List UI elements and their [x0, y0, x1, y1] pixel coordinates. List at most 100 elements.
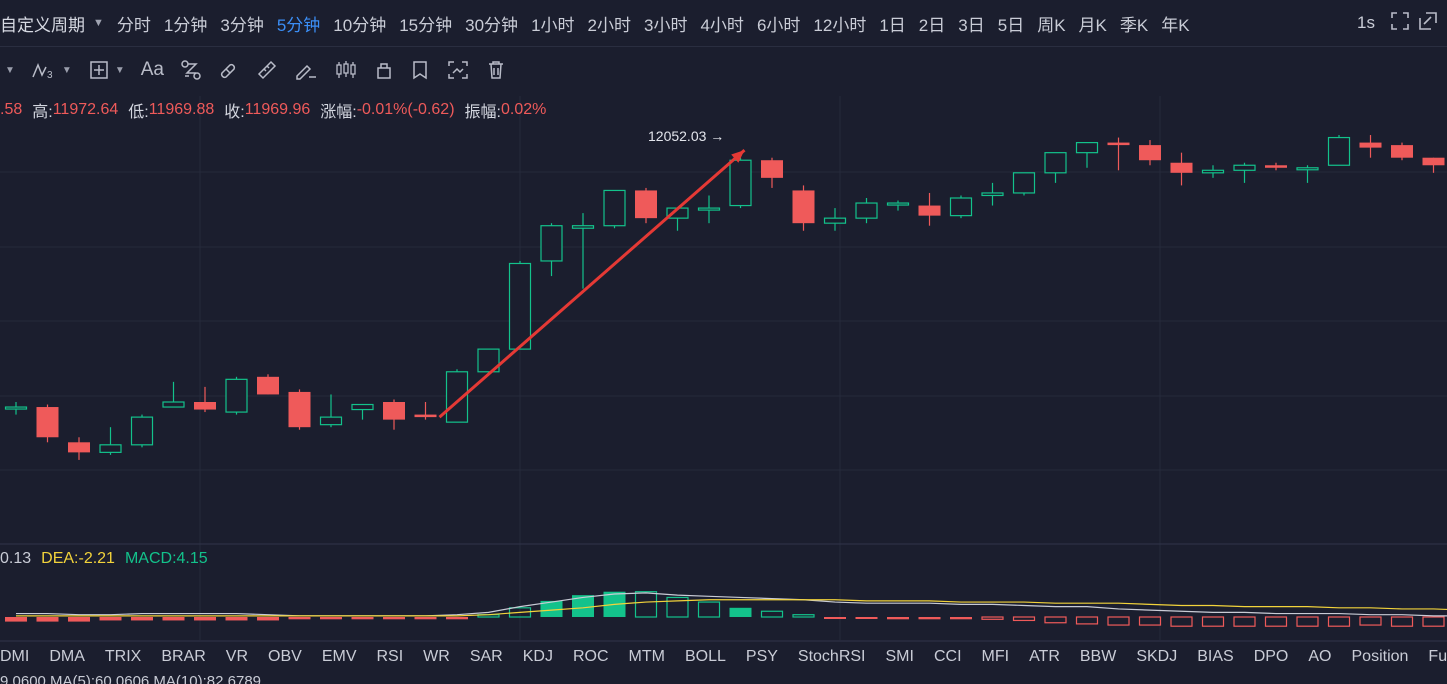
max-price-label: 12052.03 → — [648, 128, 724, 144]
change-value: -0.01%(-0.62) — [357, 101, 455, 119]
macd-bar — [383, 617, 405, 619]
indicator-tab-23[interactable]: DPO — [1254, 648, 1289, 666]
candle-body — [982, 193, 1003, 196]
macd-bar — [352, 617, 374, 619]
indicator-tab-17[interactable]: CCI — [934, 648, 962, 666]
indicator-tab-19[interactable]: ATR — [1029, 648, 1060, 666]
indicator-tab-13[interactable]: BOLL — [685, 648, 726, 666]
macd-bar — [1045, 617, 1066, 623]
candle-body — [321, 417, 342, 425]
candle-body — [194, 402, 216, 410]
candle-body — [1423, 158, 1445, 166]
candle-body — [352, 405, 373, 410]
candle-body — [1171, 163, 1193, 173]
macd-bar — [1108, 617, 1129, 625]
candle-body — [132, 417, 153, 445]
candle-body — [226, 379, 247, 412]
macd-bar — [1234, 617, 1255, 626]
macd-bar — [636, 592, 657, 617]
candle-body — [699, 208, 720, 210]
macd-bar — [1423, 617, 1444, 626]
macd-bar — [1203, 617, 1224, 626]
indicator-tab-15[interactable]: StochRSI — [798, 648, 866, 666]
trend-arrow-line — [440, 150, 745, 417]
macd-bar — [131, 617, 153, 620]
indicator-tab-20[interactable]: BBW — [1080, 648, 1116, 666]
dif-value: 0.13 — [0, 550, 31, 568]
candle-body — [761, 160, 783, 178]
indicator-tab-6[interactable]: EMV — [322, 648, 357, 666]
macd-bar — [194, 617, 216, 620]
candle-body — [1045, 153, 1066, 173]
macd-bar — [1329, 617, 1350, 626]
macd-bar — [163, 617, 185, 620]
indicator-tab-5[interactable]: OBV — [268, 648, 302, 666]
low-value: 11969.88 — [149, 101, 215, 119]
macd-bar — [1140, 617, 1161, 625]
macd-bar — [68, 617, 90, 622]
macd-bar — [37, 617, 59, 622]
amplitude-label: 振幅: — [465, 98, 501, 122]
candle-body — [383, 402, 405, 420]
indicator-tab-26[interactable]: Fundflow — [1428, 648, 1447, 666]
candle-body — [951, 198, 972, 216]
candle-body — [1014, 173, 1035, 193]
indicator-tab-11[interactable]: ROC — [573, 648, 609, 666]
candle-body — [730, 160, 751, 205]
indicator-tab-7[interactable]: RSI — [377, 648, 404, 666]
indicator-tab-12[interactable]: MTM — [629, 648, 665, 666]
ma-info: 9.0600 MA(5):60.0606 MA(10):82.6789 — [0, 672, 261, 684]
indicator-tab-4[interactable]: VR — [226, 648, 248, 666]
candle-body — [510, 263, 531, 349]
amplitude-value: 0.02% — [501, 101, 546, 119]
indicator-tab-24[interactable]: AO — [1308, 648, 1331, 666]
macd-bar — [1360, 617, 1381, 625]
candle-body — [6, 407, 27, 409]
indicator-tab-25[interactable]: Position — [1352, 648, 1409, 666]
candle-body — [68, 442, 90, 452]
candle-body — [1139, 145, 1161, 160]
macd-bar — [856, 617, 878, 619]
macd-info: 0.13 DEA:-2.21 MACD:4.15 — [0, 547, 208, 571]
candle-body — [919, 206, 941, 216]
macd-bar — [1171, 617, 1192, 626]
candle-body — [1391, 145, 1413, 158]
macd-bar — [1392, 617, 1413, 626]
indicator-tab-2[interactable]: TRIX — [105, 648, 141, 666]
candle-body — [1360, 143, 1382, 148]
indicator-tab-18[interactable]: MFI — [982, 648, 1010, 666]
macd-bar — [982, 617, 1003, 619]
candle-body — [100, 445, 121, 453]
macd-bar — [415, 617, 437, 619]
ma-values: 9.0600 MA(5):60.0606 MA(10):82.6789 — [0, 673, 261, 684]
candle-body — [541, 226, 562, 261]
high-label: 高: — [32, 98, 52, 122]
macd-bar — [1077, 617, 1098, 624]
indicator-tab-3[interactable]: BRAR — [161, 648, 205, 666]
indicator-tab-22[interactable]: BIAS — [1197, 648, 1233, 666]
change-label: 涨幅: — [320, 98, 356, 122]
macd-bar — [919, 617, 941, 619]
macd-bar — [226, 617, 248, 620]
macd-bar — [446, 617, 468, 619]
indicator-tab-8[interactable]: WR — [423, 648, 450, 666]
indicator-tab-21[interactable]: SKDJ — [1136, 648, 1177, 666]
candle-body — [163, 402, 184, 407]
indicator-tab-14[interactable]: PSY — [746, 648, 778, 666]
indicator-tab-10[interactable]: KDJ — [523, 648, 553, 666]
macd-bar — [950, 617, 972, 619]
macd-bar — [320, 617, 342, 619]
macd-bar — [1297, 617, 1318, 626]
grid-lines — [0, 96, 1447, 641]
macd-pane — [5, 592, 1447, 628]
candle-body — [856, 203, 877, 218]
macd-bar — [762, 611, 783, 617]
trend-line-drawing[interactable] — [440, 150, 745, 417]
indicator-tab-1[interactable]: DMA — [49, 648, 85, 666]
indicator-tab-9[interactable]: SAR — [470, 648, 503, 666]
indicator-tab-16[interactable]: SMI — [886, 648, 914, 666]
macd-bar — [1266, 617, 1287, 626]
indicator-tab-0[interactable]: DMI — [0, 648, 29, 666]
macd-bar — [1014, 617, 1035, 620]
macd-bar — [5, 617, 27, 622]
